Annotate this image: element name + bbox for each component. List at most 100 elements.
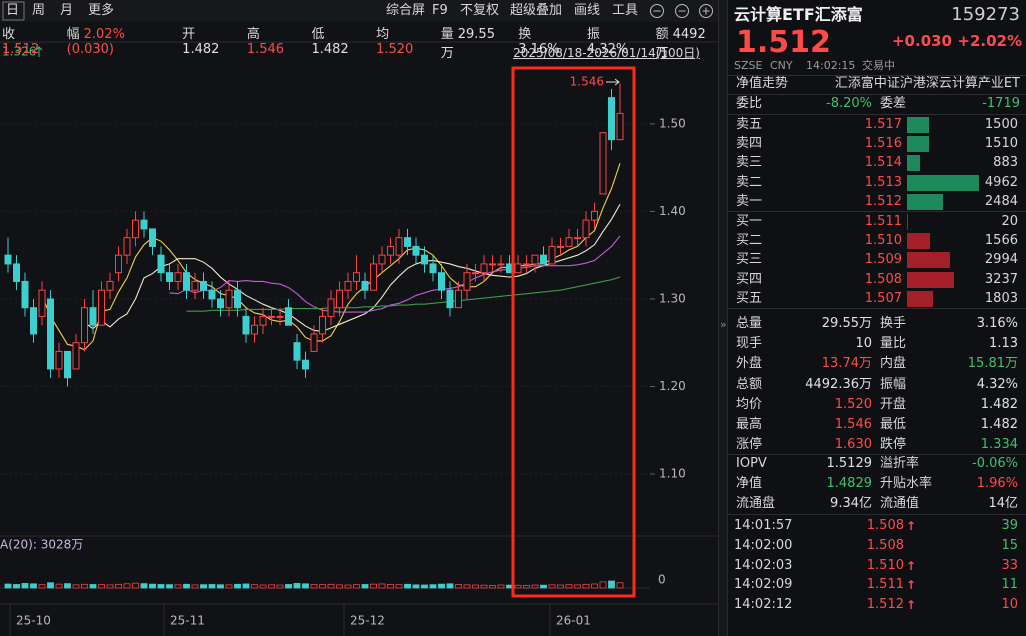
volume-bar: [327, 583, 335, 589]
volume-bar: [157, 584, 165, 589]
trade-time: 14:02:09: [734, 577, 793, 593]
stat-label: 均价: [736, 396, 763, 412]
candle-body: [472, 272, 479, 275]
candle-body: [480, 263, 488, 274]
candle-body: [225, 289, 233, 309]
period-tab[interactable]: 月: [60, 3, 74, 18]
candle-body: [395, 237, 403, 256]
collapse-icon[interactable]: »: [720, 318, 727, 331]
tool-button[interactable]: 超级叠加: [510, 3, 563, 18]
candle-body: [531, 254, 539, 265]
settings-icon[interactable]: [650, 4, 664, 18]
tool-button[interactable]: 画线: [574, 3, 601, 18]
book-volume: 883: [993, 155, 1018, 171]
stat-value: 4.32%: [976, 376, 1018, 392]
quote-panel: 云计算ETF汇添富 159273 1.512 +0.030 +2.02% SZSE CNY 1…: [728, 0, 1026, 636]
stat-label: 总额: [736, 376, 763, 392]
candle-body: [55, 350, 63, 370]
label: 委比: [736, 96, 763, 111]
volume-bar: [89, 584, 97, 589]
y-tick-label: 1.20: [659, 379, 686, 393]
candle-body: [344, 280, 352, 291]
stat-value: 4492.36万: [805, 376, 872, 392]
trade-volume: 15: [1001, 537, 1018, 553]
stat-value: 1.482: [980, 417, 1018, 432]
quote-label: 额: [655, 27, 669, 42]
security-name: 云计算ETF汇添富: [734, 5, 863, 24]
volume-bar: [548, 584, 556, 589]
book-label: 买二: [736, 233, 763, 249]
stat-value: 1.13: [989, 336, 1018, 352]
kline-chart: 1.50 1.40 1.30 1.20 1.10 1.546 1.326 A(20): 302…: [0, 0, 718, 636]
volume-bar: [472, 584, 479, 589]
trade-time: 14:02:12: [734, 597, 793, 613]
candle-body: [336, 289, 343, 309]
book-label: 卖五: [736, 117, 763, 132]
stat-label: 开盘: [880, 396, 907, 412]
volume-bar: [599, 581, 607, 589]
volume-bar: [574, 584, 581, 589]
candle-body: [327, 298, 335, 317]
nav-tab[interactable]: 净值走势: [736, 76, 789, 91]
volume-bar: [208, 584, 216, 589]
quote-label: 均: [376, 27, 390, 42]
divider: [728, 514, 1026, 515]
x-tick-label: 25-12: [350, 614, 385, 628]
book-label: 卖二: [736, 174, 763, 190]
book-volume-bar: [907, 193, 944, 210]
trade-arrow: ↑: [906, 578, 917, 593]
book-price: 1.517: [864, 117, 902, 132]
trade-volume: 39: [1001, 518, 1018, 533]
candle-body: [21, 280, 29, 309]
quote-item: 高1.546: [247, 23, 301, 61]
tool-button[interactable]: F9: [432, 3, 448, 18]
stat-label: IOPV: [736, 456, 767, 471]
tool-button[interactable]: 工具: [612, 3, 639, 18]
candle-body: [123, 237, 131, 256]
volume-bar: [259, 584, 267, 589]
candle-body: [463, 272, 471, 291]
tool-button[interactable]: 综合屏: [386, 3, 426, 18]
candle-body: [591, 210, 598, 221]
candle-body: [514, 263, 522, 274]
volume-bar: [149, 583, 156, 589]
candle-body: [438, 272, 445, 291]
meta-text: SZSE: [734, 59, 763, 72]
zoom-in-icon[interactable]: [699, 4, 713, 18]
volume-bar: [166, 584, 173, 589]
stat-label: 最低: [880, 417, 907, 432]
volume-bar: [310, 584, 318, 589]
quote-item: 换3.16%: [518, 23, 576, 61]
stat-label: 内盘: [880, 356, 907, 372]
collapse-bar[interactable]: »: [718, 0, 728, 636]
candle-body: [13, 263, 20, 282]
book-volume-bar: [907, 233, 930, 250]
volume-bar: [174, 584, 182, 589]
x-tick-label: 25-11: [170, 614, 205, 628]
quote-item: 量 29.55万: [441, 23, 508, 61]
volume-bar: [21, 583, 29, 589]
period-tab[interactable]: 周: [32, 3, 46, 18]
period-tab[interactable]: 更多: [88, 3, 115, 18]
candle-body: [455, 289, 462, 309]
stat-value: 15.81万: [967, 356, 1018, 372]
trade-price: 1.511: [866, 577, 904, 593]
volume-bar: [115, 583, 122, 589]
volume-bar: [81, 583, 88, 589]
stat-label: 跌停: [880, 437, 907, 453]
stat-value: 14亿: [988, 496, 1018, 512]
value: -8.20%: [826, 96, 872, 111]
candle-body: [370, 263, 377, 291]
quote-item: 低1.482: [311, 23, 365, 61]
volume-bar: [319, 584, 326, 589]
volume-bar: [268, 584, 275, 589]
volume-bar: [463, 584, 471, 589]
tool-button[interactable]: 不复权: [460, 3, 500, 18]
volume-bar: [251, 584, 258, 589]
volume-bar: [608, 580, 615, 589]
period-tab[interactable]: 日: [6, 3, 20, 18]
highlight-box: [511, 66, 636, 598]
quote-value: 1.512: [2, 42, 40, 57]
zoom-out-icon[interactable]: [675, 4, 689, 18]
book-price: 1.507: [864, 290, 902, 306]
